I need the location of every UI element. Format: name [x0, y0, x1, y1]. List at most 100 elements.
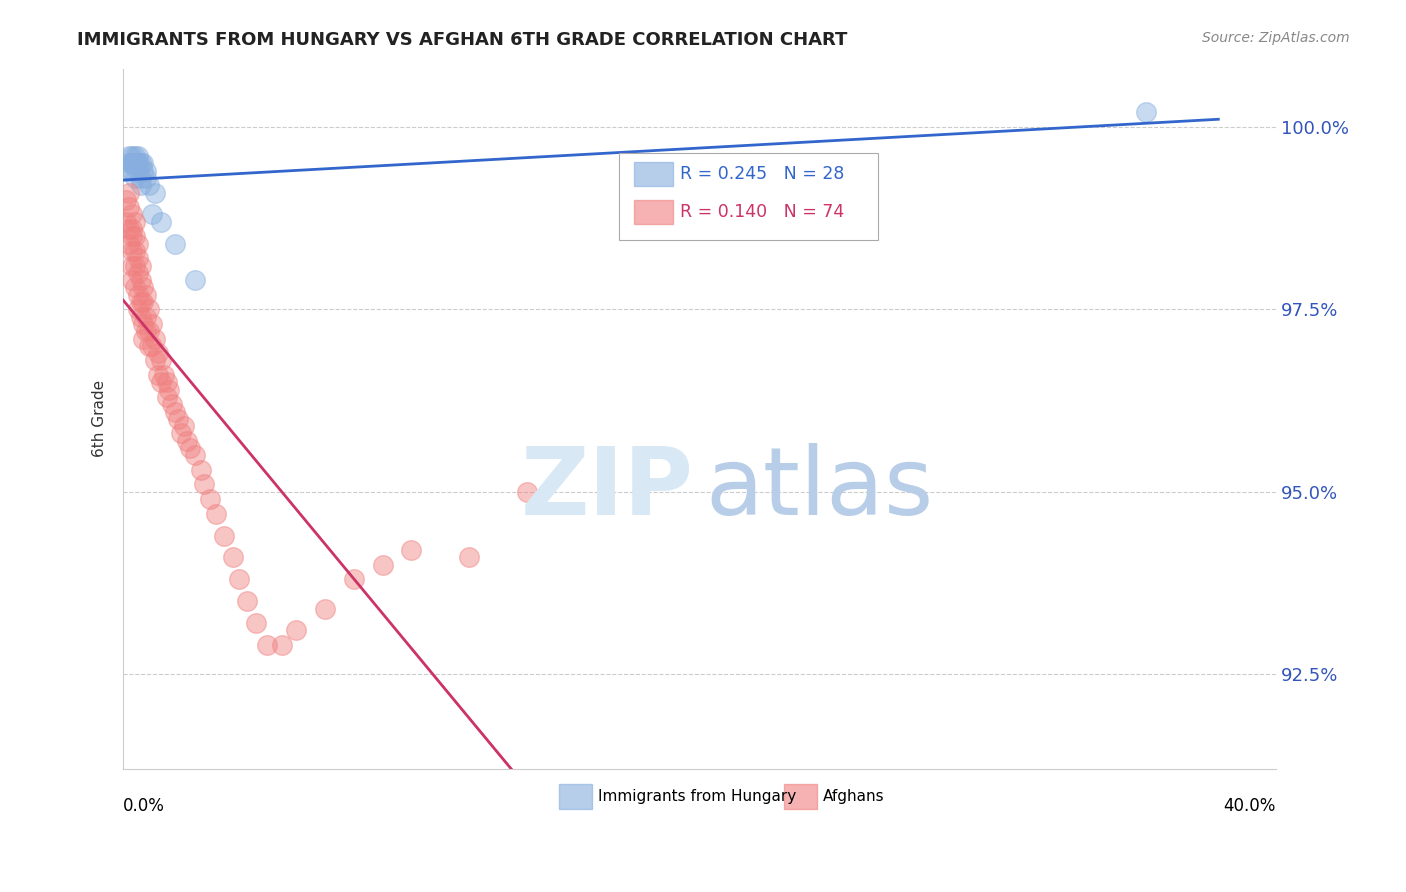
FancyBboxPatch shape — [619, 153, 879, 240]
Point — [118, 149, 141, 163]
Point — [124, 149, 146, 163]
Point — [118, 200, 141, 214]
Point — [127, 156, 149, 170]
Point — [162, 397, 184, 411]
Point — [143, 332, 166, 346]
FancyBboxPatch shape — [634, 200, 673, 224]
Point — [132, 332, 155, 346]
Point — [222, 550, 245, 565]
Point — [204, 507, 226, 521]
Point — [127, 302, 149, 317]
Point — [129, 171, 152, 186]
Point — [135, 171, 157, 186]
Point — [127, 252, 149, 266]
Point — [146, 346, 169, 360]
Point — [124, 280, 146, 294]
Point — [132, 317, 155, 331]
Point — [138, 178, 160, 193]
Text: Source: ZipAtlas.com: Source: ZipAtlas.com — [1202, 31, 1350, 45]
Text: IMMIGRANTS FROM HUNGARY VS AFGHAN 6TH GRADE CORRELATION CHART: IMMIGRANTS FROM HUNGARY VS AFGHAN 6TH GR… — [77, 31, 848, 49]
Text: R = 0.245   N = 28: R = 0.245 N = 28 — [681, 165, 845, 183]
Point — [121, 222, 143, 236]
Point — [124, 156, 146, 170]
Point — [212, 528, 235, 542]
Point — [141, 207, 163, 221]
Text: 40.0%: 40.0% — [1223, 797, 1277, 815]
Point — [121, 156, 143, 170]
Point — [129, 273, 152, 287]
Point — [314, 601, 336, 615]
Point — [149, 376, 172, 390]
Point — [143, 186, 166, 200]
Point — [127, 163, 149, 178]
Point — [135, 163, 157, 178]
Point — [152, 368, 174, 382]
Point — [371, 558, 394, 572]
Point — [138, 339, 160, 353]
FancyBboxPatch shape — [634, 161, 673, 186]
Text: atlas: atlas — [706, 442, 934, 535]
Text: Afghans: Afghans — [823, 789, 884, 804]
Point — [198, 492, 221, 507]
Point — [118, 186, 141, 200]
Point — [127, 156, 149, 170]
Point — [124, 229, 146, 244]
Point — [193, 477, 215, 491]
Point — [132, 280, 155, 294]
Point — [129, 310, 152, 324]
Point — [124, 215, 146, 229]
Point — [135, 310, 157, 324]
Point — [228, 572, 250, 586]
Point — [124, 171, 146, 186]
Point — [121, 244, 143, 258]
Y-axis label: 6th Grade: 6th Grade — [93, 380, 107, 458]
Point — [184, 273, 207, 287]
Point — [236, 594, 259, 608]
Text: 0.0%: 0.0% — [124, 797, 165, 815]
Point — [127, 149, 149, 163]
Point — [179, 441, 201, 455]
Point — [190, 463, 212, 477]
Point — [245, 616, 267, 631]
Point — [157, 383, 180, 397]
FancyBboxPatch shape — [560, 784, 592, 809]
Point — [167, 412, 190, 426]
Point — [124, 259, 146, 273]
Point — [129, 156, 152, 170]
Text: Immigrants from Hungary: Immigrants from Hungary — [598, 789, 796, 804]
Point — [129, 178, 152, 193]
Point — [115, 215, 138, 229]
Point — [155, 390, 177, 404]
Point — [118, 156, 141, 170]
Point — [141, 339, 163, 353]
Point — [149, 353, 172, 368]
Point — [135, 287, 157, 301]
Point — [127, 236, 149, 251]
Point — [458, 550, 481, 565]
Text: ZIP: ZIP — [522, 442, 695, 535]
Point — [285, 624, 308, 638]
Point — [129, 295, 152, 310]
Point — [121, 273, 143, 287]
Text: R = 0.140   N = 74: R = 0.140 N = 74 — [681, 203, 844, 221]
Point — [121, 163, 143, 178]
Point — [115, 193, 138, 207]
Point — [170, 426, 193, 441]
Point — [127, 287, 149, 301]
Point — [118, 236, 141, 251]
Point — [115, 163, 138, 178]
Point — [256, 638, 278, 652]
Point — [121, 259, 143, 273]
Point — [343, 572, 366, 586]
Point — [124, 244, 146, 258]
Point — [149, 215, 172, 229]
Point — [132, 163, 155, 178]
Point — [146, 368, 169, 382]
Point — [165, 404, 187, 418]
Point — [121, 156, 143, 170]
Point — [138, 324, 160, 338]
Point — [135, 324, 157, 338]
Point — [173, 419, 195, 434]
Point — [138, 302, 160, 317]
Point — [121, 207, 143, 221]
